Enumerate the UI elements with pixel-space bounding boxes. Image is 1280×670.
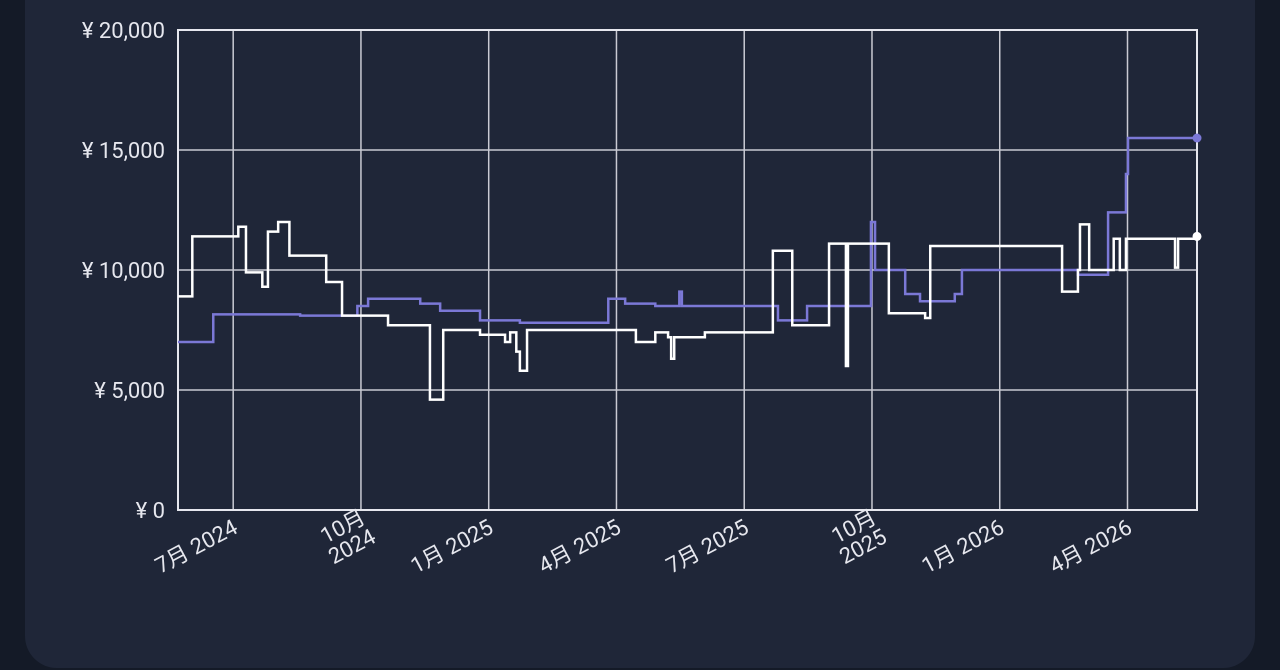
y-tick-label: ¥ 15,000 <box>82 139 165 164</box>
y-tick-label: ¥ 0 <box>136 499 165 524</box>
plot-frame <box>177 29 1198 511</box>
y-tick-label: ¥ 20,000 <box>82 19 165 44</box>
y-tick-label: ¥ 10,000 <box>82 259 165 284</box>
price-line <box>178 220 1199 401</box>
end-point <box>1192 231 1202 241</box>
price-line <box>178 136 1197 344</box>
card <box>25 0 1255 668</box>
end-point <box>1192 133 1202 143</box>
y-tick-label: ¥ 5,000 <box>94 379 165 404</box>
